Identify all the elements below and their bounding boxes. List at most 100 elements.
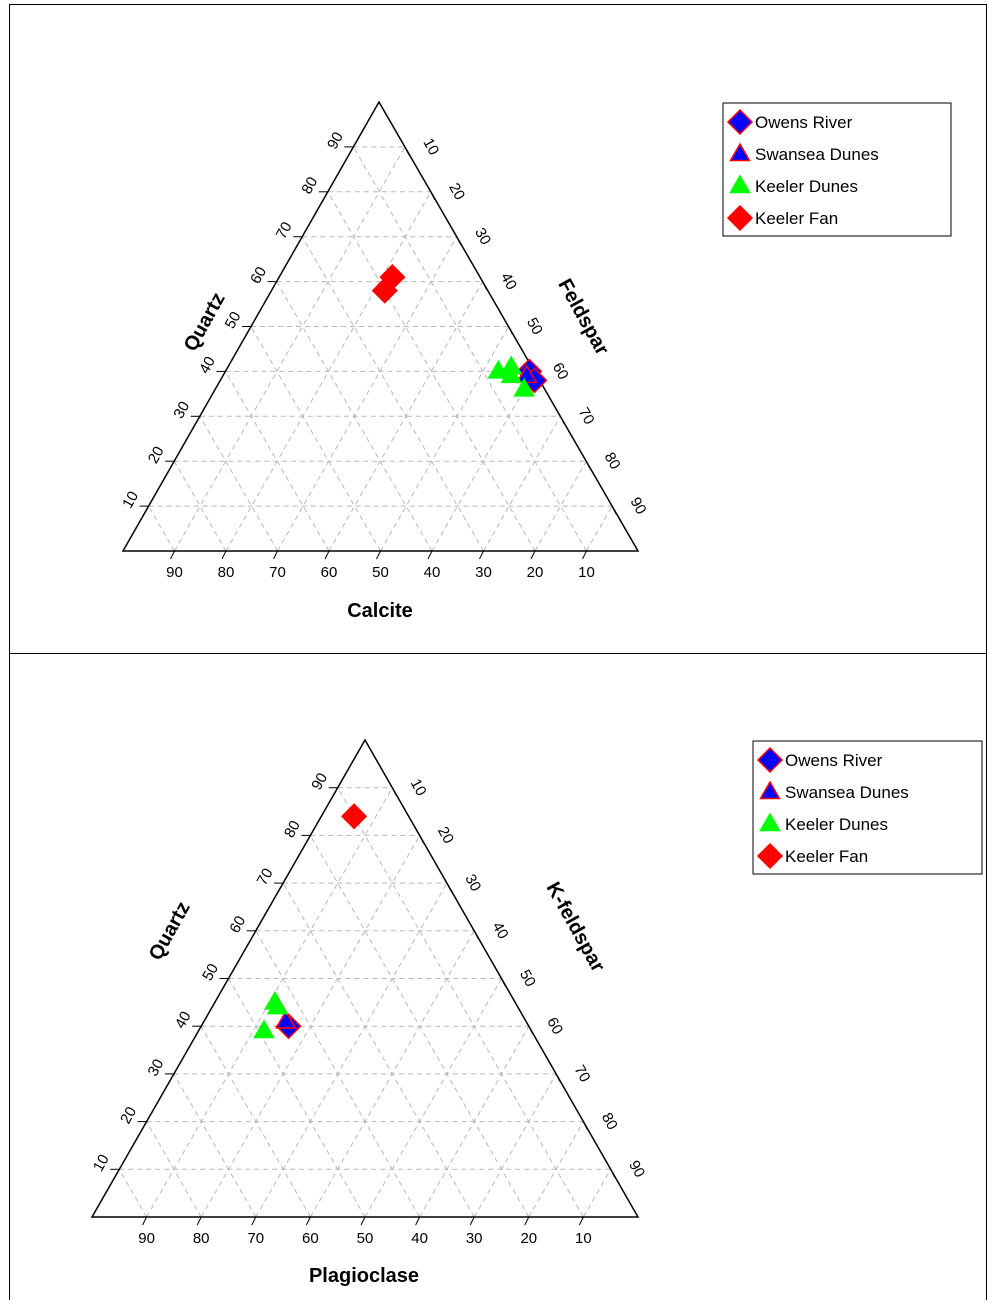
tick-mark: [530, 550, 536, 560]
legend-marker: [726, 108, 754, 136]
tick-mark: [501, 978, 506, 987]
gridline: [431, 371, 535, 552]
tick-mark: [559, 416, 565, 425]
tick-mark: [221, 550, 227, 560]
tick-label-left: 70: [254, 865, 277, 888]
gridline: [586, 505, 613, 552]
grid-lines: [148, 146, 613, 552]
gridline: [327, 191, 536, 552]
tick-label-left: 10: [119, 488, 142, 511]
legend-marker: [756, 842, 784, 870]
tick-mark: [611, 505, 617, 515]
tick-label-right: 50: [516, 967, 539, 990]
tick-label-bottom: 40: [424, 564, 441, 581]
tick-label-left: 30: [144, 1056, 167, 1079]
ternary-chart-2: 10 10 10 20 20 20 30 30 30 40 40 40 50 50 50 60 60 60 70 70…: [90, 738, 983, 1287]
tick-label-right: 20: [445, 180, 468, 203]
tick-label-left: 40: [172, 1009, 195, 1032]
gridline: [174, 146, 406, 552]
tick-label-right: 80: [601, 450, 624, 473]
gridline: [328, 281, 484, 552]
legend: Owens River Swansea Dunes Keeler Dunes Keel…: [752, 740, 983, 875]
tick-mark: [324, 550, 330, 560]
tick-label-left: 40: [196, 354, 219, 377]
tick-label-left: 70: [273, 219, 296, 242]
gridline: [528, 1121, 584, 1218]
data-point: [513, 377, 535, 397]
tick-label-right: 80: [598, 1110, 621, 1133]
tick-mark: [427, 550, 433, 560]
tick-label-bottom: 50: [372, 564, 389, 581]
tick-label-right: 40: [497, 270, 520, 293]
tick-label-bottom: 10: [578, 564, 595, 581]
data-point: [253, 1019, 275, 1039]
tick-mark: [170, 550, 175, 560]
tick-label-bottom: 10: [575, 1230, 592, 1247]
tick-label-left: 20: [117, 1104, 140, 1127]
legend-box: [722, 102, 952, 237]
gridline: [255, 882, 448, 1218]
gridline: [276, 281, 433, 552]
ternary-chart-panel-1: 10 10 10 20 20 20 30 30 30 40 40 40 50 50 50 60 60 60 70 70…: [9, 4, 987, 654]
tick-label-bottom: 60: [321, 564, 338, 581]
tick-label-bottom: 70: [247, 1230, 264, 1247]
tick-label-left: 80: [298, 174, 321, 197]
gridline: [301, 236, 484, 552]
tick-mark: [419, 835, 425, 844]
tick-mark: [446, 882, 452, 892]
legend-marker: [759, 812, 781, 832]
legend-label: Keeler Fan: [755, 209, 838, 228]
grid-lines: [118, 787, 612, 1218]
data-point: [264, 990, 286, 1010]
tick-mark: [415, 1216, 421, 1226]
gridline: [148, 505, 175, 552]
data-point: [500, 364, 523, 384]
legend-label: Keeler Dunes: [785, 815, 888, 834]
tick-label-right: 30: [461, 871, 484, 894]
legend-marker: [729, 142, 751, 162]
tick-label-left: 90: [308, 770, 331, 793]
tick-mark: [391, 787, 397, 796]
legend-label: Owens River: [755, 113, 853, 132]
tick-mark: [273, 550, 278, 560]
data-point: [275, 1009, 297, 1029]
tick-mark: [479, 550, 484, 560]
gridline: [277, 236, 458, 552]
tick-mark: [305, 1216, 311, 1226]
tick-mark: [582, 1121, 588, 1130]
tick-mark: [360, 1216, 366, 1226]
gridline: [228, 978, 366, 1218]
gridline: [337, 787, 584, 1218]
tick-label-right: 10: [407, 776, 430, 799]
tick-label-right: 10: [419, 135, 442, 158]
tick-mark: [456, 236, 462, 245]
data-point: [341, 803, 368, 830]
tick-label-bottom: 50: [357, 1230, 374, 1247]
tick-label-left: 20: [145, 444, 168, 467]
tick-label-left: 50: [199, 961, 222, 984]
legend-label: Keeler Dunes: [755, 177, 858, 196]
gridline: [224, 371, 330, 552]
data-points: [371, 264, 548, 397]
tick-label-right: 40: [489, 919, 512, 942]
tick-label-bottom: 80: [218, 564, 235, 581]
legend-marker: [756, 746, 784, 774]
tick-label-bottom: 30: [466, 1230, 483, 1247]
gridline: [199, 416, 278, 552]
tick-label-bottom: 70: [269, 564, 286, 581]
tick-mark: [508, 326, 513, 335]
tick-label-right: 20: [434, 824, 457, 847]
gridline: [364, 978, 502, 1218]
tick-label-bottom: 90: [166, 564, 183, 581]
tick-label-bottom: 20: [520, 1230, 537, 1247]
tick-label-left: 60: [226, 913, 249, 936]
gridline: [473, 1073, 557, 1218]
tick-label-right: 70: [575, 405, 598, 428]
tick-label-left: 30: [170, 399, 193, 422]
gridline: [225, 191, 432, 552]
legend-marker: [726, 204, 754, 232]
tick-label-right: 90: [625, 1158, 648, 1181]
tick-mark: [482, 281, 488, 290]
tick-label-bottom: 60: [302, 1230, 319, 1247]
gridline: [173, 1073, 257, 1218]
